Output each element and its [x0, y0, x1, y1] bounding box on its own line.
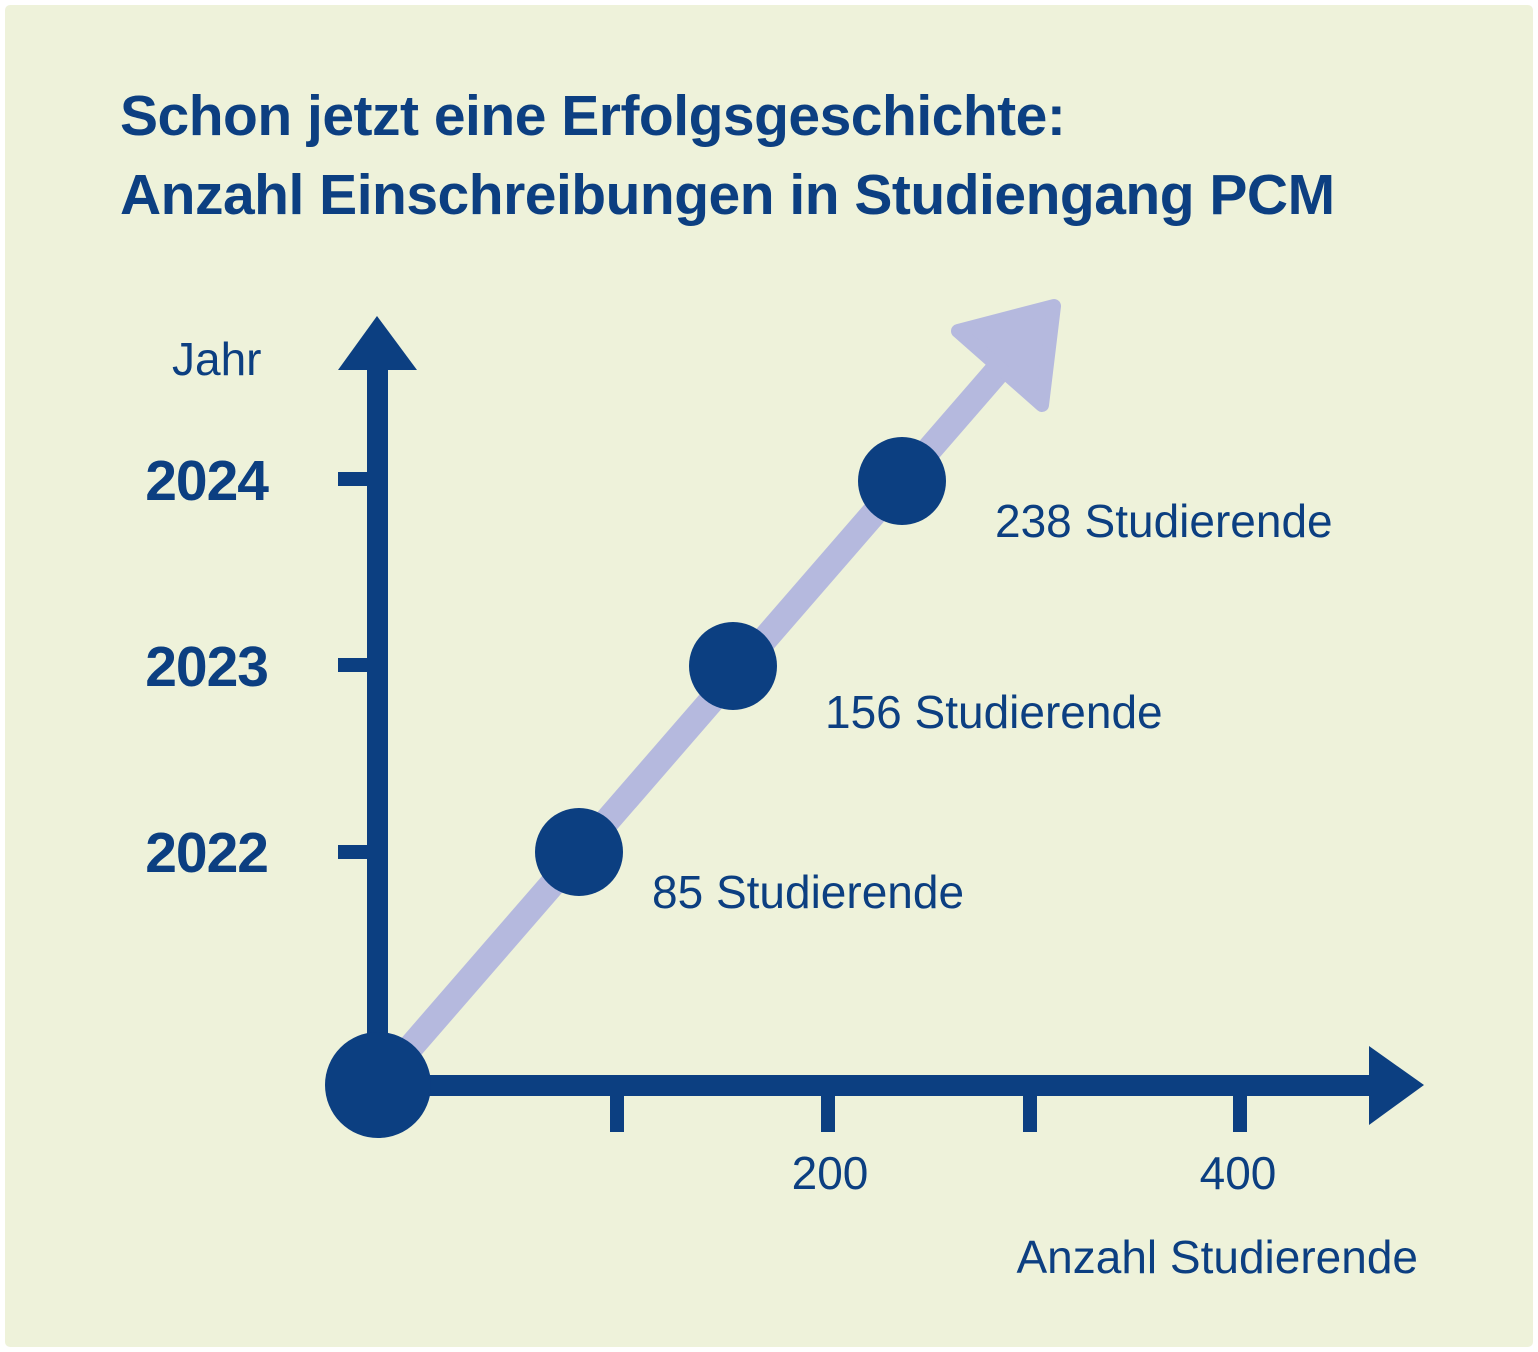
x-axis-label: Anzahl Studierende	[1016, 1231, 1418, 1283]
x-axis-line	[375, 1075, 1375, 1096]
x-axis-tick-400	[1233, 1096, 1247, 1132]
y-axis-arrowhead-icon	[338, 316, 417, 370]
data-point-label-2024: 238 Studierende	[995, 495, 1333, 547]
x-axis-tick-100	[610, 1096, 624, 1132]
y-axis-tick-label-2022: 2022	[145, 821, 268, 885]
y-axis: Jahr 2024 2023 2022	[145, 316, 417, 1087]
y-axis-tick-label-2023: 2023	[145, 635, 268, 699]
chart-title-line1: Schon jetzt eine Erfolgsgeschichte:	[120, 84, 1066, 148]
chart-figure: Jahr 2024 2023 2022 200 400 Anzahl Studi…	[145, 299, 1424, 1283]
chart-title: Schon jetzt eine Erfolgsgeschichte: Anza…	[120, 77, 1335, 235]
x-axis-tick-300	[1023, 1096, 1037, 1132]
data-point-2024	[858, 437, 946, 525]
data-point-label-2022: 85 Studierende	[652, 866, 964, 918]
x-axis-tick-label-400: 400	[1200, 1147, 1277, 1199]
x-axis-tick-200	[821, 1096, 835, 1132]
x-axis: 200 400 Anzahl Studierende	[375, 1046, 1424, 1283]
y-axis-tick-2024	[338, 472, 369, 486]
data-point-label-2023: 156 Studierende	[825, 686, 1163, 738]
data-point-2022	[535, 808, 623, 896]
data-points	[325, 437, 946, 1138]
y-axis-tick-2022	[338, 845, 369, 859]
trend-arrow-head-icon	[951, 299, 1061, 412]
y-axis-tick-2023	[338, 658, 369, 672]
x-axis-arrowhead-icon	[1369, 1046, 1424, 1125]
origin-dot	[325, 1032, 431, 1138]
y-axis-line	[367, 363, 388, 1087]
chart-title-line2: Anzahl Einschreibungen in Studiengang PC…	[120, 163, 1335, 227]
data-point-2023	[689, 622, 777, 710]
x-axis-tick-label-200: 200	[792, 1147, 869, 1199]
y-axis-label: Jahr	[172, 333, 261, 385]
data-point-labels: 85 Studierende 156 Studierende 238 Studi…	[652, 495, 1333, 918]
y-axis-tick-label-2024: 2024	[145, 449, 269, 513]
